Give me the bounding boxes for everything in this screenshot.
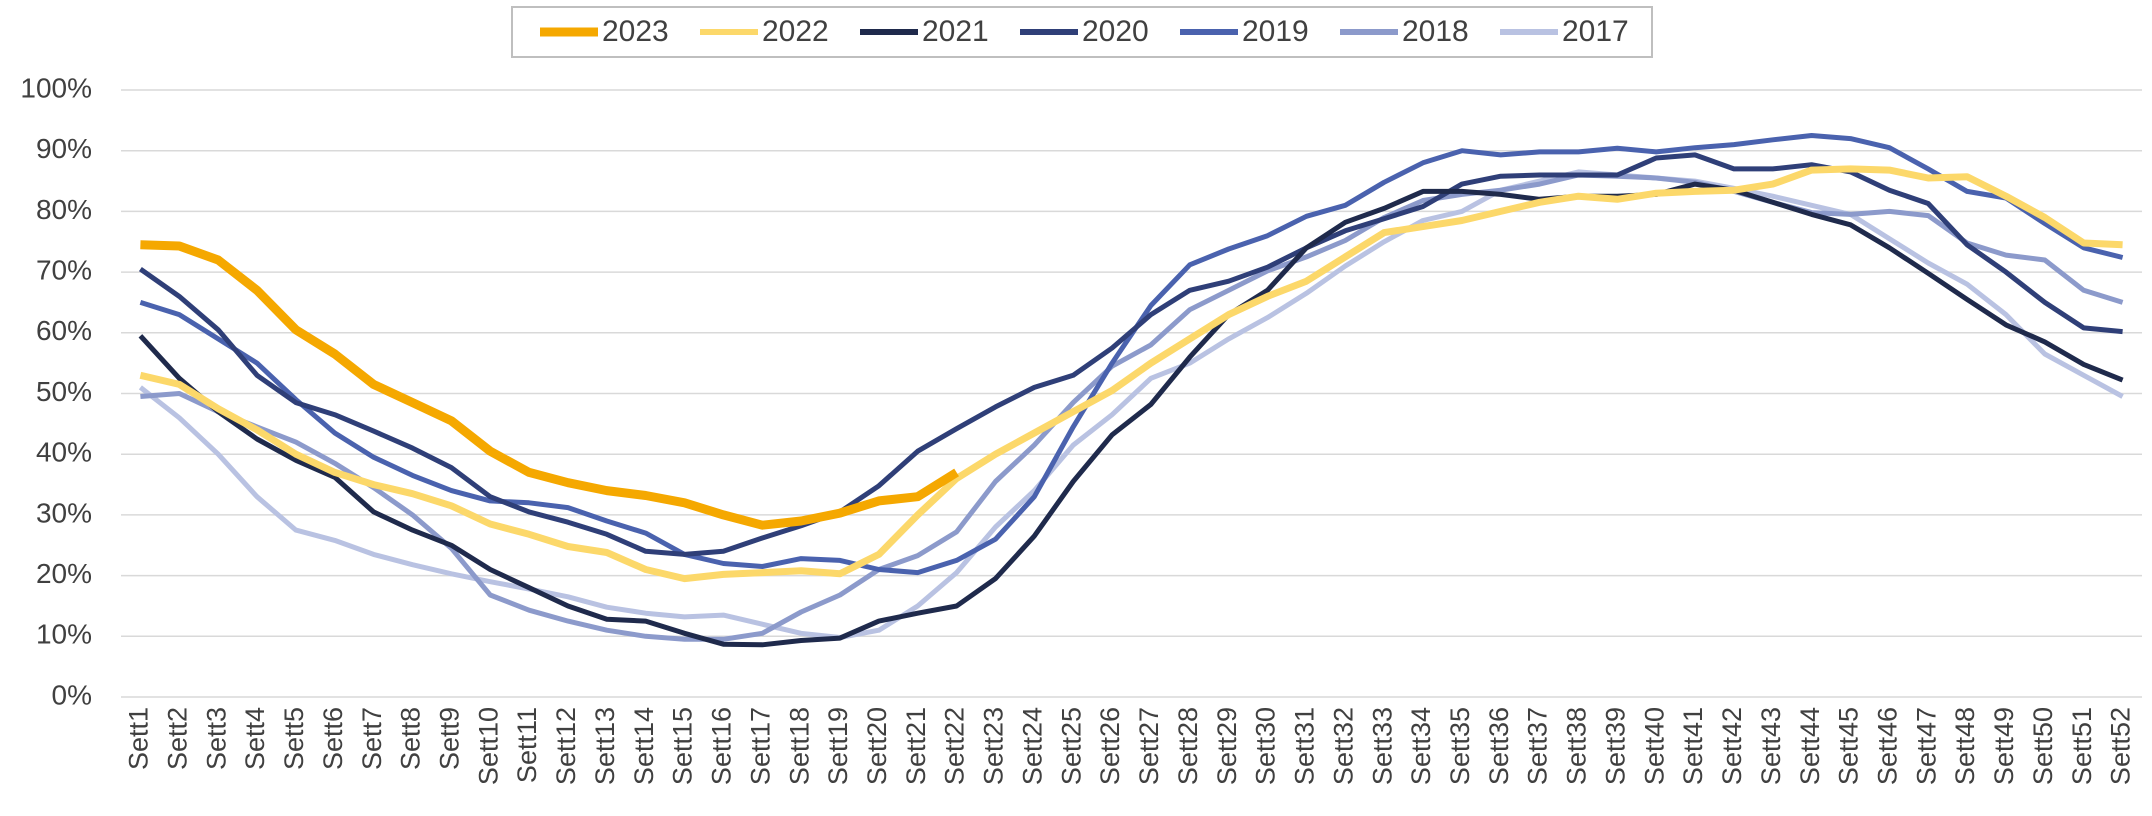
x-tick-label: Sett52	[2106, 707, 2136, 785]
x-tick-label: Sett17	[745, 707, 775, 785]
legend-label: 2022	[762, 15, 829, 48]
x-tick-label: Sett37	[1523, 707, 1553, 785]
legend-label: 2018	[1402, 15, 1469, 48]
legend-label: 2017	[1562, 15, 1629, 48]
x-tick-label: Sett33	[1367, 707, 1397, 785]
x-tick-label: Sett7	[357, 707, 387, 770]
x-tick-label: Sett15	[668, 707, 698, 785]
x-tick-label: Sett30	[1251, 707, 1281, 785]
x-tick-label: Sett39	[1600, 707, 1630, 785]
x-tick-label: Sett4	[240, 707, 270, 770]
x-tick-label: Sett34	[1406, 707, 1436, 785]
x-tick-label: Sett45	[1834, 707, 1864, 785]
x-tick-label: Sett46	[1873, 707, 1903, 785]
line-series	[138, 152, 2123, 557]
legend-label: 2019	[1242, 15, 1309, 48]
x-tick-label: Sett21	[901, 707, 931, 785]
x-tick-label: Sett42	[1717, 707, 1747, 785]
x-tick-label: Sett18	[784, 707, 814, 785]
x-tick-label: Sett40	[1639, 707, 1669, 785]
x-tick-label: Sett5	[279, 707, 309, 770]
legend-label: 2021	[922, 15, 989, 48]
y-tick-label: 50%	[36, 376, 92, 407]
x-tick-label: Sett11	[512, 707, 542, 783]
x-tick-label: Sett38	[1562, 707, 1592, 785]
line-series	[140, 240, 959, 530]
x-tick-label: Sett36	[1484, 707, 1514, 785]
x-tick-label: Sett24	[1017, 707, 1047, 785]
x-tick-label: Sett6	[318, 707, 348, 770]
x-tick-label: Sett2	[162, 707, 192, 770]
x-tick-label: Sett35	[1445, 707, 1475, 785]
x-tick-label: Sett27	[1134, 707, 1164, 785]
line-series	[138, 169, 2124, 640]
x-tick-label: Sett12	[551, 707, 581, 785]
y-tick-label: 30%	[36, 497, 92, 528]
x-tick-label: Sett32	[1328, 707, 1358, 785]
y-tick-label: 0%	[52, 679, 92, 710]
y-tick-label: 60%	[36, 315, 92, 346]
x-tick-label: Sett49	[1989, 707, 2019, 785]
x-tick-label: Sett26	[1095, 707, 1125, 785]
x-tick-label: Sett8	[396, 707, 426, 770]
y-tick-label: 20%	[36, 558, 92, 589]
line-series	[139, 165, 2123, 583]
x-tick-label: Sett9	[434, 707, 464, 770]
x-tick-label: Sett19	[823, 707, 853, 785]
y-tick-label: 70%	[36, 254, 92, 285]
y-tick-label: 10%	[36, 619, 92, 650]
x-tick-label: Sett48	[1950, 707, 1980, 785]
x-tick-label: Sett43	[1756, 707, 1786, 785]
y-tick-label: 40%	[36, 437, 92, 468]
x-tick-label: Sett22	[940, 707, 970, 785]
line-series	[138, 181, 2124, 648]
x-tick-label: Sett3	[201, 707, 231, 770]
x-tick-label: Sett41	[1678, 707, 1708, 785]
x-tick-label: Sett23	[979, 707, 1009, 785]
x-tick-label: Sett51	[2067, 707, 2097, 785]
x-tick-label: Sett28	[1173, 707, 1203, 785]
x-tick-label: Sett1	[124, 707, 154, 770]
x-tick-label: Sett44	[1795, 707, 1825, 785]
x-tick-label: Sett16	[707, 707, 737, 785]
x-tick-label: Sett47	[1911, 707, 1941, 785]
y-tick-label: 100%	[20, 72, 92, 103]
x-tick-label: Sett10	[473, 707, 503, 785]
legend-label: 2023	[602, 15, 669, 48]
x-tick-label: Sett13	[590, 707, 620, 785]
x-tick-label: Sett50	[2028, 707, 2058, 785]
x-tick-label: Sett20	[862, 707, 892, 785]
x-tick-label: Sett25	[1056, 707, 1086, 785]
x-tick-label: Sett29	[1212, 707, 1242, 785]
x-tick-label: Sett14	[629, 707, 659, 785]
legend-label: 2020	[1082, 15, 1149, 48]
y-tick-label: 80%	[36, 194, 92, 225]
x-tick-label: Sett31	[1290, 707, 1320, 785]
y-tick-label: 90%	[36, 133, 92, 164]
